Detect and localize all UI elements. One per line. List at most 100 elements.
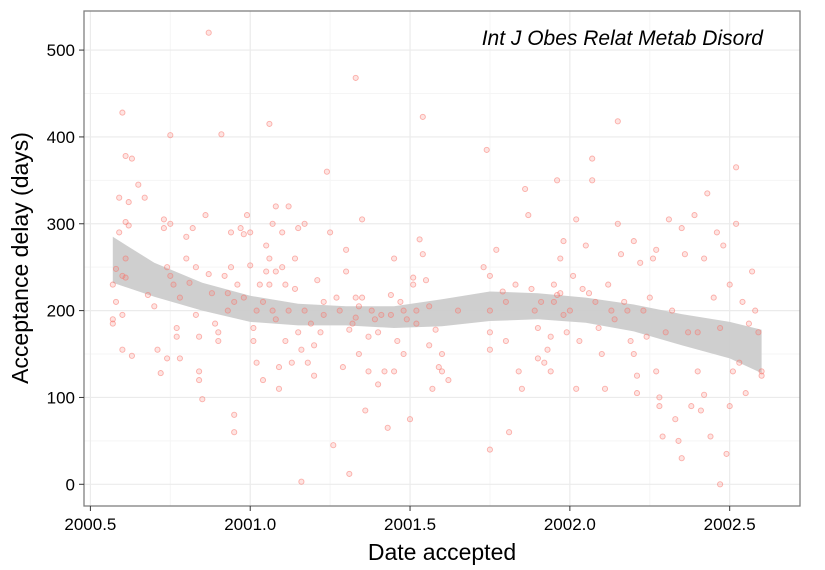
data-point (528, 285, 535, 292)
data-point (749, 268, 756, 275)
data-point (346, 326, 353, 333)
data-point (486, 329, 493, 336)
data-point (109, 281, 116, 288)
data-point (560, 238, 567, 245)
data-point (176, 355, 183, 362)
data-point (352, 314, 359, 321)
data-point (237, 225, 244, 232)
data-point (550, 298, 557, 305)
data-point (419, 113, 426, 120)
x-tick-label: 2002.0 (544, 515, 596, 534)
data-point (231, 411, 238, 418)
data-point (726, 403, 733, 410)
data-point (512, 281, 519, 288)
data-point (717, 481, 724, 488)
data-point (710, 294, 717, 301)
data-point (240, 294, 247, 301)
data-point (314, 277, 321, 284)
data-point (381, 368, 388, 375)
y-axis-title: Acceptance delay (days) (7, 132, 33, 384)
data-point (662, 329, 669, 336)
data-point (400, 307, 407, 314)
data-point (752, 307, 759, 314)
data-point (589, 177, 596, 184)
data-point (231, 429, 238, 436)
data-point (697, 407, 704, 414)
data-point (339, 364, 346, 371)
data-point (279, 264, 286, 271)
data-point (196, 377, 203, 384)
data-point (611, 316, 618, 323)
x-tick-label: 2002.5 (704, 515, 756, 534)
data-point (371, 316, 378, 323)
data-point (224, 290, 231, 297)
data-point (554, 177, 561, 184)
data-point (547, 368, 554, 375)
data-point (116, 229, 123, 236)
data-point (247, 262, 254, 269)
data-point (301, 220, 308, 227)
y-axis: 0 100 200 300 400 500 (47, 41, 84, 494)
data-point (758, 372, 765, 379)
data-point (227, 264, 235, 271)
y-tick-label: 100 (47, 388, 75, 407)
data-point (649, 255, 657, 262)
plot-background (84, 11, 800, 506)
data-point (515, 368, 522, 375)
data-point (576, 337, 583, 345)
data-point (266, 255, 273, 262)
data-point (413, 307, 420, 314)
data-point (547, 333, 554, 340)
data-point (643, 333, 650, 340)
data-point (250, 337, 257, 345)
data-point (196, 368, 203, 375)
data-point (432, 326, 439, 333)
data-point (585, 290, 593, 297)
data-point (164, 355, 171, 362)
data-point (410, 281, 417, 288)
data-point (758, 368, 765, 375)
data-point (659, 433, 666, 440)
x-tick-label: 2000.5 (64, 515, 116, 534)
data-point (717, 324, 724, 332)
data-point (307, 320, 314, 327)
data-point (454, 307, 462, 314)
data-point (365, 368, 372, 375)
data-point (365, 333, 372, 340)
data-point (368, 307, 375, 314)
y-tick-label: 500 (47, 41, 75, 60)
data-point (160, 225, 167, 232)
data-point (157, 370, 164, 377)
data-point (243, 212, 251, 219)
data-point (531, 307, 538, 314)
data-point (640, 307, 647, 314)
data-point (167, 132, 174, 139)
journal-annotation: Int J Obes Relat Metab Disord (482, 27, 765, 50)
data-point (272, 268, 279, 275)
data-point (375, 381, 382, 388)
data-point (665, 216, 672, 223)
data-point (119, 346, 126, 353)
data-point (557, 255, 564, 262)
data-point (285, 307, 292, 314)
data-point (240, 231, 247, 238)
data-point (701, 391, 708, 398)
data-point (352, 74, 359, 81)
data-point (601, 385, 609, 392)
data-point (733, 164, 740, 171)
data-point (109, 320, 116, 327)
data-point (410, 274, 417, 281)
data-point (499, 288, 506, 295)
data-point (723, 450, 730, 457)
data-point (196, 333, 203, 340)
data-point (128, 352, 135, 359)
data-point (298, 478, 305, 485)
data-point (199, 396, 206, 403)
data-point (573, 385, 580, 392)
data-point (694, 329, 701, 336)
data-point (624, 307, 631, 314)
data-point (119, 311, 126, 318)
data-point (391, 368, 398, 375)
data-point (231, 298, 238, 305)
data-point (362, 407, 369, 414)
